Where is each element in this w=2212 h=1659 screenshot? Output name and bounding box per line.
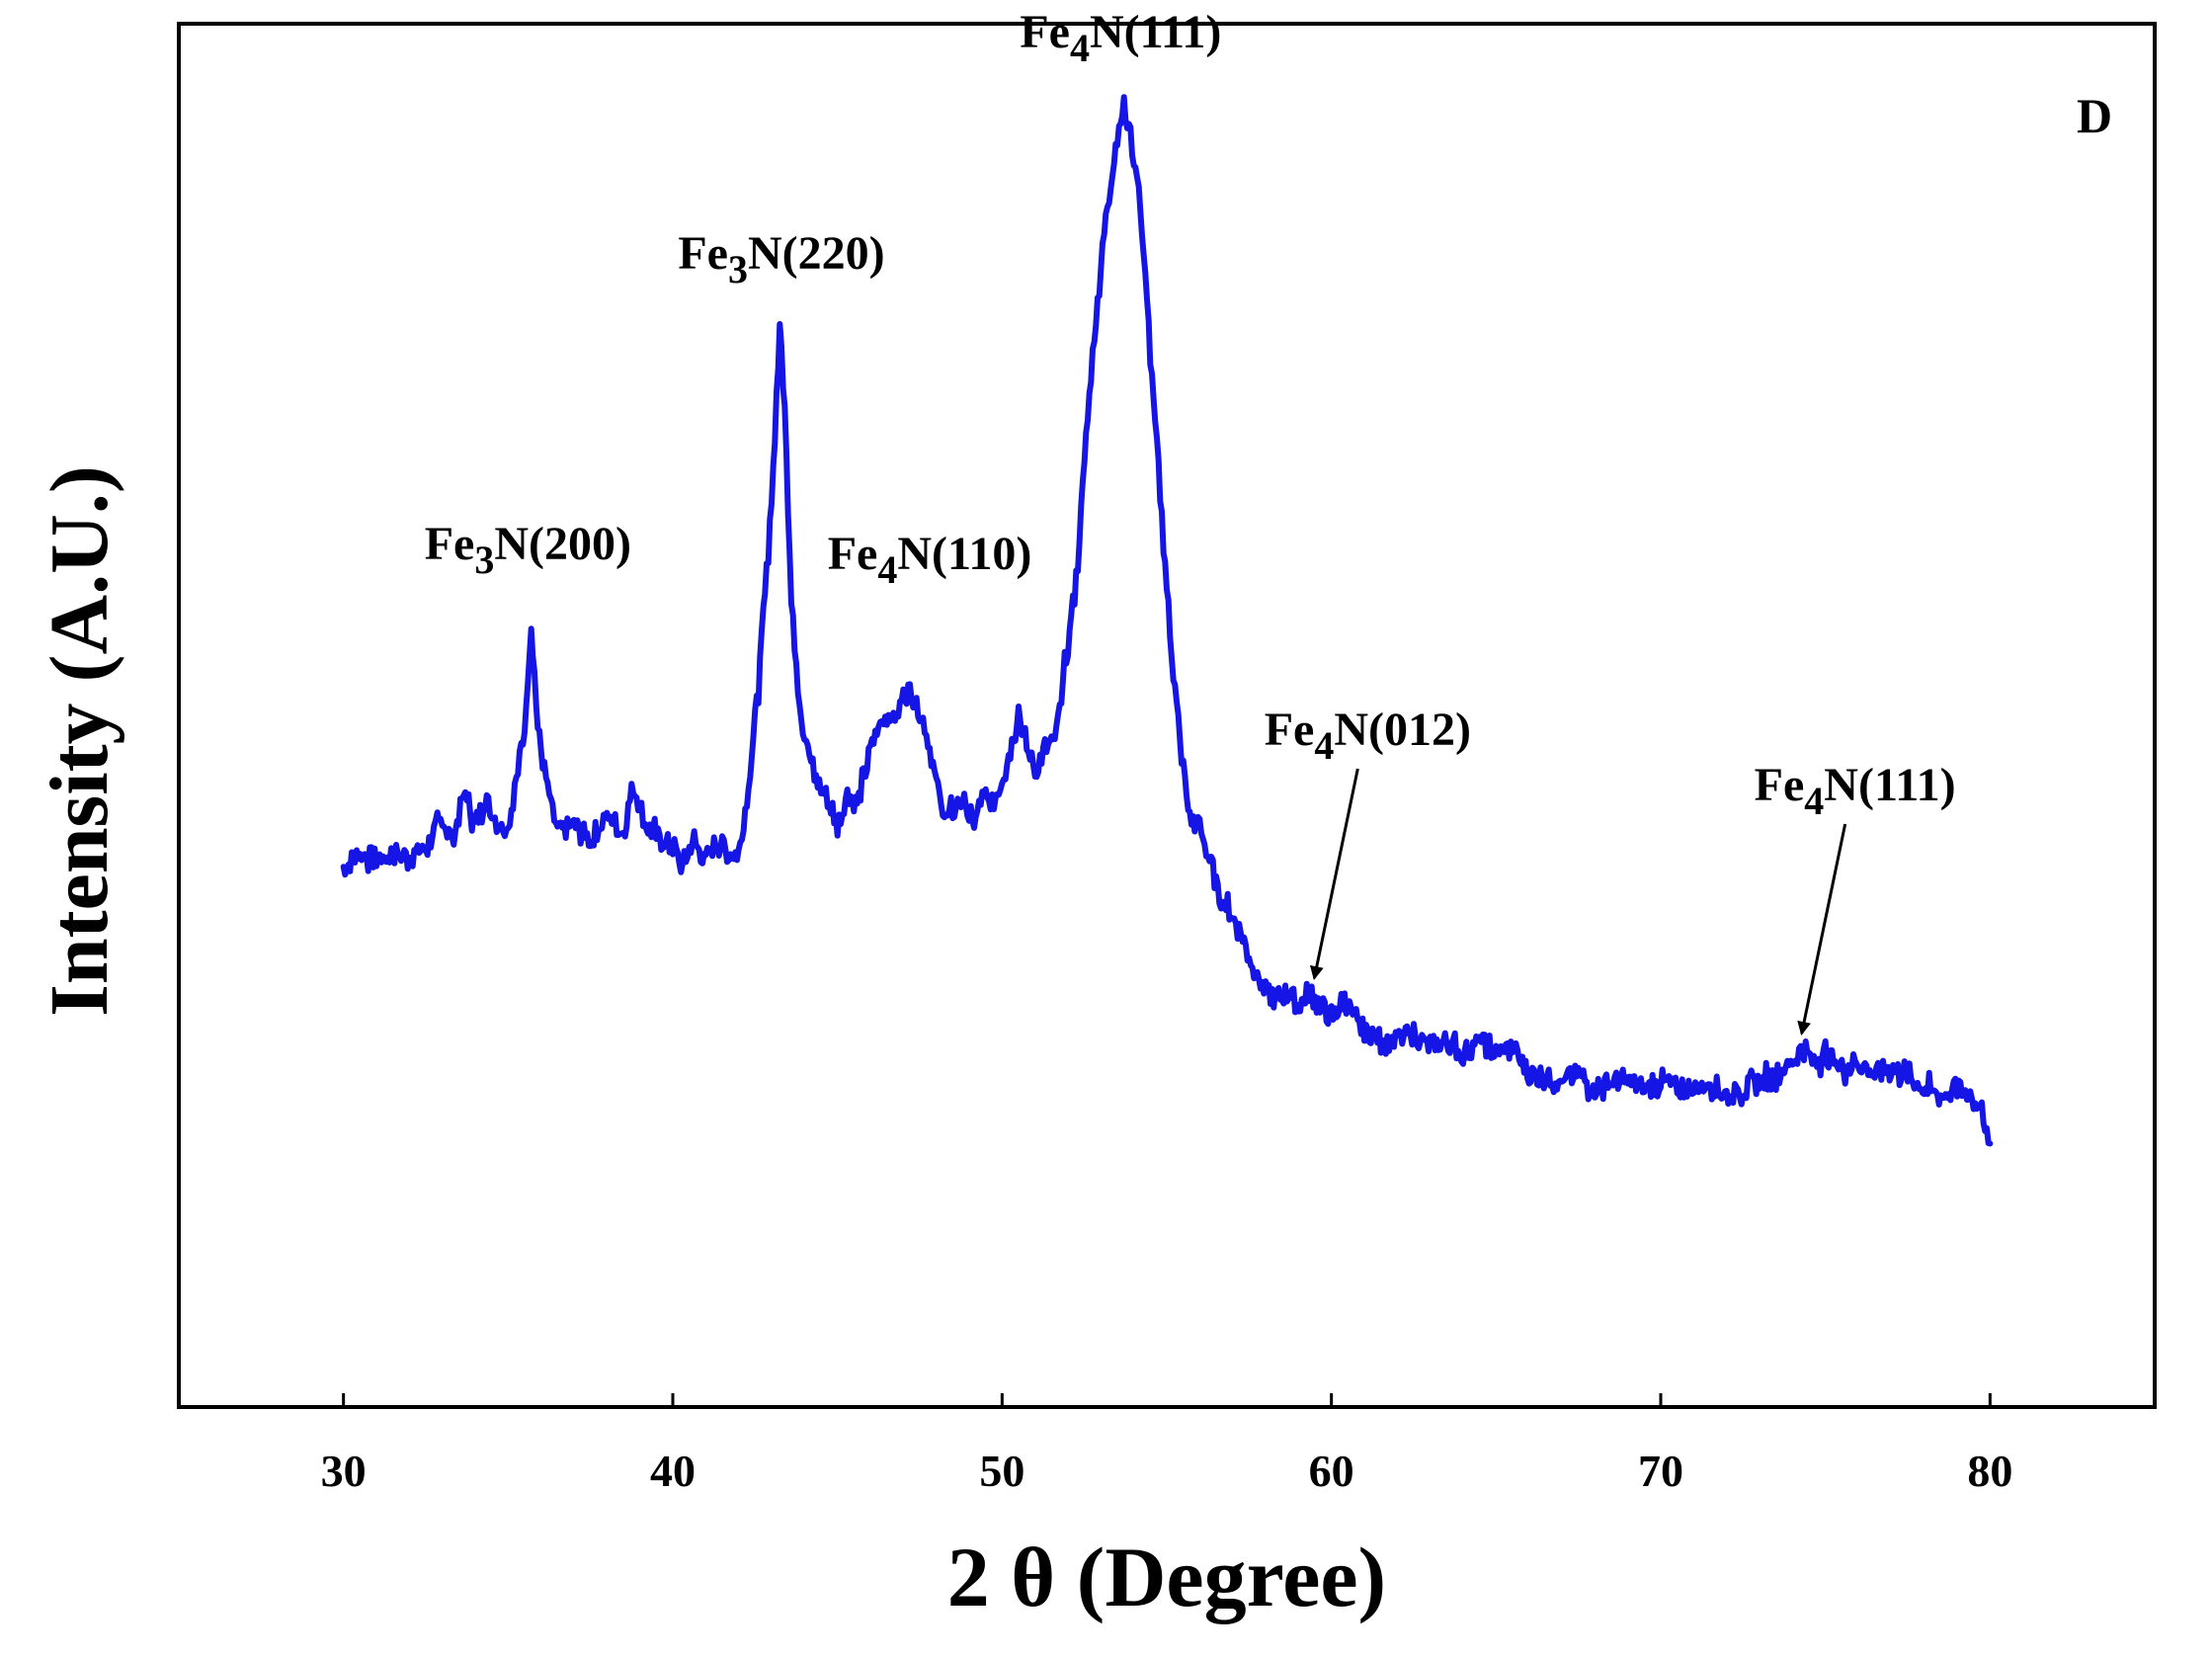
x-tick-label: 60 [1309, 1446, 1354, 1496]
peak-arrow [1309, 768, 1359, 980]
peak-label: Fe4N(111) [1020, 6, 1221, 70]
panel-label: D [2077, 88, 2112, 143]
x-axis-label: 2 θ (Degree) [947, 1530, 1386, 1624]
x-tick-label: 50 [979, 1446, 1024, 1496]
x-tick-label: 40 [650, 1446, 696, 1496]
x-tick-label: 80 [1967, 1446, 2012, 1496]
x-axis-tick-labels: 30 40 50 60 70 80 [321, 1446, 2013, 1496]
peak-arrow [1797, 823, 1847, 1036]
y-axis-label: Intensity (A.U.) [34, 465, 125, 1017]
peak-label: Fe4N(110) [828, 528, 1032, 592]
peak-label: Fe4N(012) [1265, 704, 1471, 768]
peak-label: Fe3N(220) [678, 227, 884, 291]
x-axis-ticks [342, 1393, 1992, 1407]
peak-label: Fe3N(200) [425, 518, 631, 582]
x-tick-label: 70 [1638, 1446, 1683, 1496]
plot-frame [177, 22, 2157, 1409]
peak-annotations: Fe3N(200) Fe3N(220) Fe4N(110) Fe4N(111) Fe4N… [425, 6, 1956, 1036]
x-tick-label: 30 [321, 1446, 367, 1496]
peak-label: Fe4N(111) [1755, 759, 1956, 823]
xrd-series-line [340, 94, 1994, 1147]
